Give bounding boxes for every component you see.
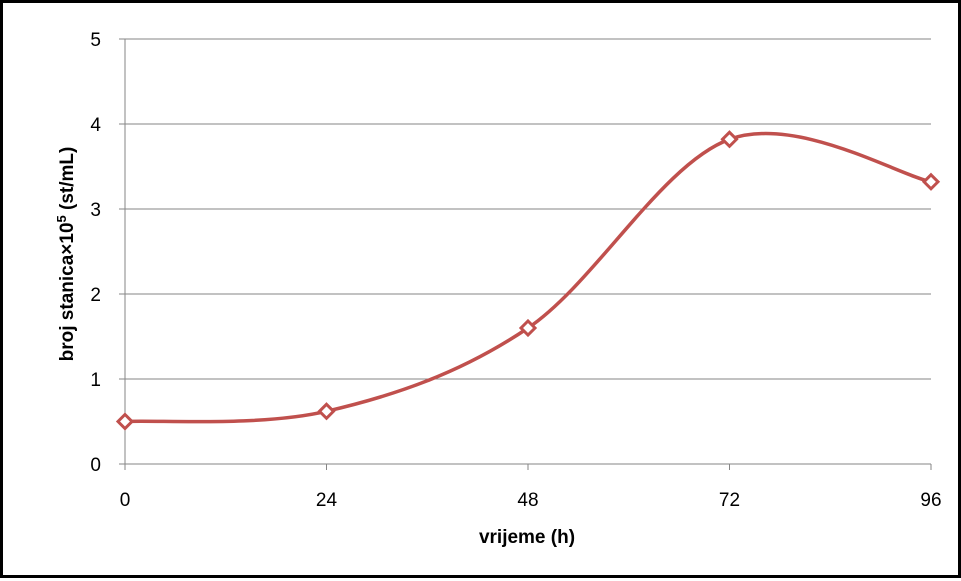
y-tick-label: 0 — [90, 455, 101, 476]
x-axis-title: vrijeme (h) — [479, 527, 575, 548]
y-axis-title-prefix: broj stanica×10 — [57, 222, 78, 361]
y-tick-label: 5 — [90, 30, 101, 51]
axes — [119, 38, 932, 470]
y-tick-label: 3 — [90, 200, 101, 221]
y-axis-title: broj stanica×105 (st/mL) — [54, 147, 78, 362]
data-point-marker — [115, 412, 135, 431]
data-point-marker — [720, 130, 739, 149]
gridlines — [125, 38, 931, 380]
series-group — [115, 130, 941, 431]
y-tick-label: 2 — [90, 285, 101, 306]
x-tick-label: 96 — [920, 490, 941, 511]
x-tick-label: 0 — [120, 490, 131, 511]
data-point-marker — [317, 402, 336, 421]
x-tick-label: 24 — [316, 490, 338, 511]
y-tick-label: 4 — [90, 115, 101, 136]
y-tick-label: 1 — [90, 370, 101, 391]
y-axis-title-suffix: (st/mL) — [57, 147, 78, 216]
x-tick-label: 72 — [719, 490, 740, 511]
data-point-marker — [921, 172, 941, 191]
data-point-marker — [518, 318, 538, 338]
line-chart: 0 1 2 3 4 5 0 24 48 72 96 vrijeme (h) broj stanic… — [54, 30, 942, 548]
series-line-0 — [124, 131, 932, 424]
y-tick-labels: 0 1 2 3 4 5 — [90, 30, 101, 476]
y-axis-title-superscript: 5 — [54, 215, 69, 222]
x-tick-labels: 0 24 48 72 96 — [120, 490, 942, 511]
x-tick-label: 48 — [517, 490, 538, 511]
